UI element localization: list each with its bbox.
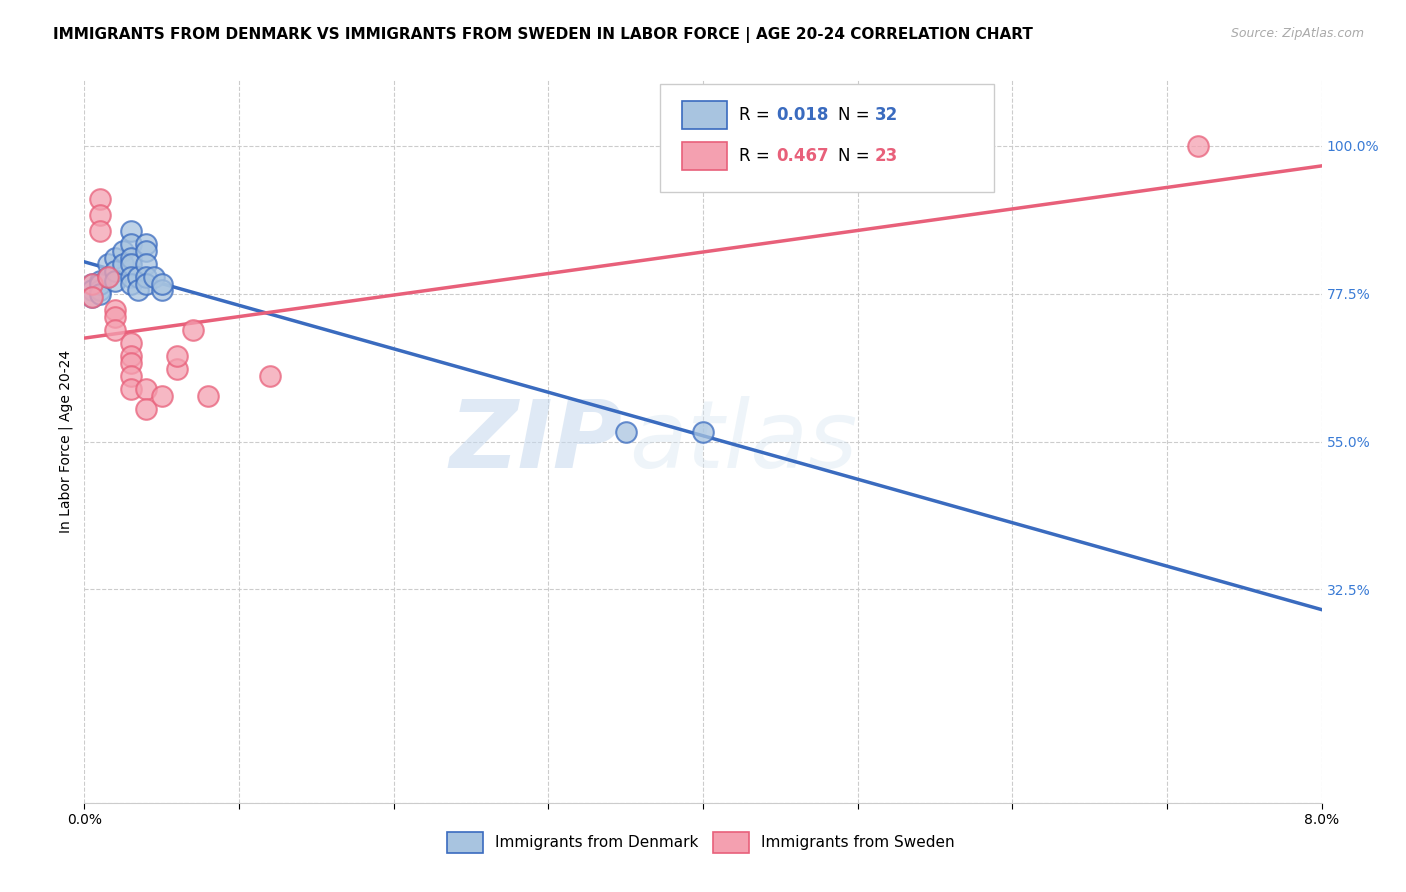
Point xyxy=(89,286,111,301)
Text: 0.018: 0.018 xyxy=(776,106,828,124)
Text: 32: 32 xyxy=(875,106,898,124)
FancyBboxPatch shape xyxy=(682,101,727,129)
Point xyxy=(143,270,166,285)
Point xyxy=(82,290,104,304)
FancyBboxPatch shape xyxy=(713,832,749,854)
Point xyxy=(135,270,157,285)
Point xyxy=(96,270,118,285)
Point xyxy=(135,401,157,416)
Text: N =: N = xyxy=(838,106,875,124)
Point xyxy=(120,270,142,285)
Point xyxy=(120,237,142,252)
Point xyxy=(166,349,188,363)
Point xyxy=(150,388,173,402)
Point xyxy=(120,382,142,396)
Point xyxy=(89,277,111,291)
Point xyxy=(181,323,204,337)
Point xyxy=(150,284,173,298)
FancyBboxPatch shape xyxy=(659,84,994,193)
Text: R =: R = xyxy=(740,106,775,124)
Point xyxy=(82,290,104,304)
Text: IMMIGRANTS FROM DENMARK VS IMMIGRANTS FROM SWEDEN IN LABOR FORCE | AGE 20-24 COR: IMMIGRANTS FROM DENMARK VS IMMIGRANTS FR… xyxy=(53,27,1033,43)
Point xyxy=(82,277,104,291)
Text: 0.467: 0.467 xyxy=(776,147,828,165)
Point xyxy=(135,277,157,291)
Point xyxy=(89,284,111,298)
Text: ZIP: ZIP xyxy=(450,395,623,488)
Text: N =: N = xyxy=(838,147,875,165)
FancyBboxPatch shape xyxy=(682,142,727,170)
Point xyxy=(89,274,111,288)
Point xyxy=(82,277,104,291)
Text: R =: R = xyxy=(740,147,775,165)
Text: Source: ZipAtlas.com: Source: ZipAtlas.com xyxy=(1230,27,1364,40)
Text: 23: 23 xyxy=(875,147,898,165)
Text: Immigrants from Denmark: Immigrants from Denmark xyxy=(495,835,699,850)
Text: Immigrants from Sweden: Immigrants from Sweden xyxy=(761,835,955,850)
Point xyxy=(104,274,127,288)
Point xyxy=(104,303,127,318)
Point xyxy=(166,362,188,376)
Point xyxy=(89,224,111,238)
Point xyxy=(120,251,142,265)
Point xyxy=(96,270,118,285)
Point xyxy=(135,382,157,396)
Point xyxy=(1187,139,1209,153)
Point xyxy=(120,277,142,291)
Point xyxy=(82,284,104,298)
Point xyxy=(120,356,142,370)
Point xyxy=(259,368,281,383)
Point xyxy=(127,284,149,298)
Point xyxy=(120,368,142,383)
Point xyxy=(135,237,157,252)
Point xyxy=(120,224,142,238)
Point xyxy=(135,257,157,271)
FancyBboxPatch shape xyxy=(447,832,482,854)
Point xyxy=(135,244,157,258)
Point xyxy=(104,323,127,337)
Point xyxy=(120,257,142,271)
Point xyxy=(197,388,219,402)
Point xyxy=(104,264,127,278)
Point xyxy=(120,336,142,351)
Point xyxy=(89,192,111,206)
Point xyxy=(89,208,111,222)
Point xyxy=(150,277,173,291)
Point xyxy=(96,257,118,271)
Point xyxy=(104,251,127,265)
Point xyxy=(127,270,149,285)
Point xyxy=(120,349,142,363)
Point xyxy=(112,257,135,271)
Point xyxy=(112,244,135,258)
Point xyxy=(104,310,127,324)
Point xyxy=(614,425,637,439)
Y-axis label: In Labor Force | Age 20-24: In Labor Force | Age 20-24 xyxy=(59,350,73,533)
Point xyxy=(692,425,714,439)
Text: atlas: atlas xyxy=(628,396,858,487)
